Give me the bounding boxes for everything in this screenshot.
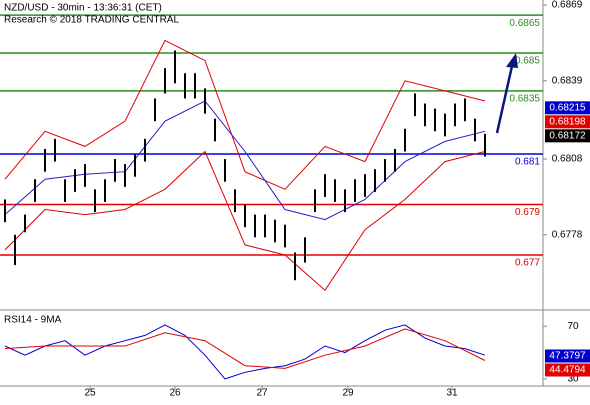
y-tick-label: 0.6778 [552, 229, 583, 240]
price-box-label: 0.68198 [549, 116, 586, 127]
band-line [4, 150, 486, 292]
x-tick-label: 26 [169, 388, 181, 399]
price-box [545, 115, 590, 129]
price-panel: 0.6869 0.6839 0.6808 0.6778 0.6865 0.685 0.683… [0, 0, 590, 292]
rsi-line [4, 324, 486, 380]
x-tick-label: 27 [256, 388, 268, 399]
value-box-label: 44.4794 [549, 365, 586, 376]
y-tick-label: 0.6839 [552, 75, 583, 86]
y-tick-label: 70 [567, 321, 579, 332]
level-label: 0.685 [515, 56, 540, 67]
y-tick-label: 0.6869 [552, 0, 583, 11]
rsi-panel: 70 30 25 26 27 29 31 47.3797 44.4794 [4, 321, 590, 399]
y-tick-label: 30 [567, 374, 579, 385]
level-label: 0.677 [515, 258, 540, 269]
price-box-label: 0.68172 [549, 130, 586, 141]
y-tick-label: 0.6808 [552, 154, 583, 165]
projection-arrow [495, 65, 514, 134]
price-box-label: 0.68215 [549, 102, 586, 113]
chart-title: NZD/USD - 30min - 13:36:31 (CET) [4, 3, 162, 14]
price-box [545, 101, 590, 115]
level-label: 0.681 [515, 157, 540, 168]
level-label: 0.6865 [509, 18, 540, 29]
rsi-line [4, 328, 486, 369]
chart-subtitle: Research © 2018 TRADING CENTRAL [4, 15, 179, 26]
value-box [545, 363, 590, 377]
rsi-title: RSI14 - 9MA [4, 315, 62, 326]
value-box-label: 47.3797 [549, 351, 586, 362]
level-label: 0.679 [515, 207, 540, 218]
value-box [545, 349, 590, 363]
level-label: 0.6835 [509, 94, 540, 105]
band-line [4, 39, 486, 190]
x-tick-label: 31 [446, 388, 458, 399]
x-tick-label: 25 [84, 388, 96, 399]
x-tick-label: 29 [342, 388, 354, 399]
price-box [545, 129, 590, 143]
arrow-head [506, 53, 518, 68]
